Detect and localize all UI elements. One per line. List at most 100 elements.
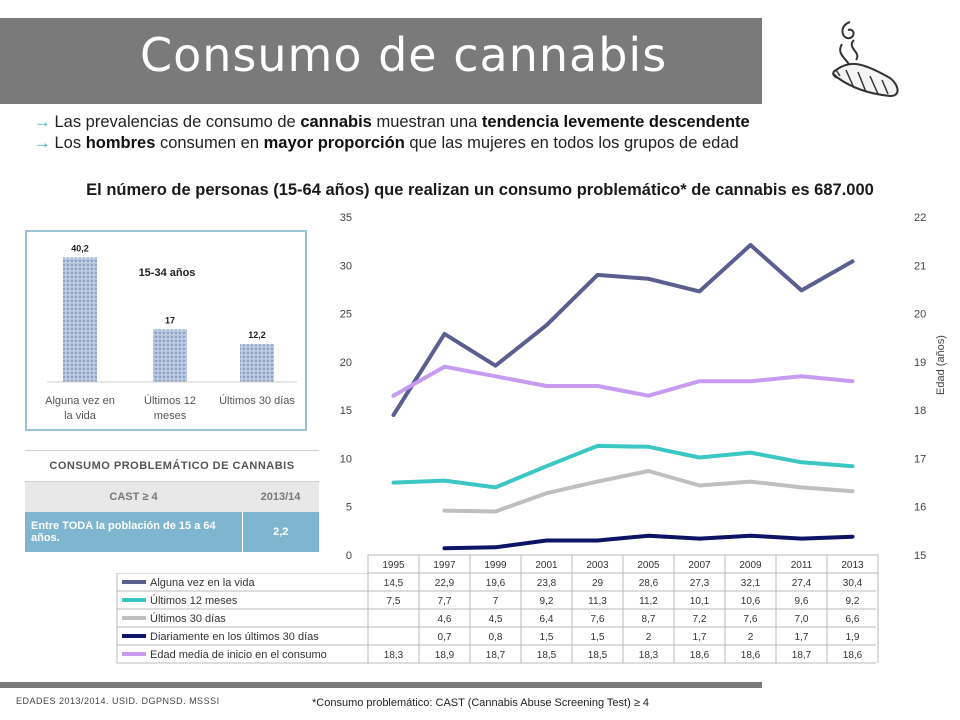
cannabis-joint-icon (832, 21, 899, 98)
y-left-tick-label: 25 (340, 309, 352, 321)
x-tick-label: 1995 (382, 560, 405, 571)
data-table-cell: 1,5 (591, 632, 605, 643)
table-header-year: 2013/14 (242, 481, 319, 512)
legend-label: Últimos 12 meses (150, 594, 238, 607)
legend-label: Diariamente en los últimos 30 días (150, 631, 319, 643)
data-table-cell: 2 (748, 632, 754, 643)
data-table-cell: 6,6 (846, 614, 860, 625)
source-note: EDADES 2013/2014. USID. DGPNSD. MSSSI (16, 696, 220, 706)
data-table-cell: 7,2 (693, 614, 707, 625)
inset-bar-value-label: 17 (165, 315, 175, 325)
data-table-cell: 28,6 (639, 578, 659, 589)
data-table-cell: 29 (592, 578, 604, 589)
table-title: CONSUMO PROBLEMÁTICO DE CANNABIS (25, 450, 319, 482)
data-table-cell: 10,6 (741, 596, 761, 607)
data-table-cell: 7,6 (591, 614, 605, 625)
inset-category-label: meses (154, 410, 187, 422)
data-table-cell: 18,9 (435, 650, 455, 661)
data-table-cell: 18,3 (639, 650, 659, 661)
data-table-cell: 23,8 (537, 578, 557, 589)
data-table-cell: 22,9 (435, 578, 455, 589)
data-table-cell: 1,9 (846, 632, 860, 643)
y-left-tick-label: 35 (340, 212, 352, 224)
x-tick-label: 2007 (688, 560, 711, 571)
legend-label: Edad media de inicio en el consumo (150, 649, 327, 661)
inset-bar (153, 329, 187, 382)
y-right-tick-label: 19 (914, 357, 926, 369)
y-left-tick-label: 10 (340, 453, 352, 465)
data-table-cell: 19,6 (486, 578, 506, 589)
arrow-right-icon: → (34, 134, 51, 152)
series-line (391, 243, 855, 417)
table-row-label: Entre TODA la población de 15 a 64 años. (25, 512, 243, 552)
footer-bar (0, 682, 762, 688)
inset-bar (240, 344, 274, 382)
problematic-consumption-table: CONSUMO PROBLEMÁTICO DE CANNABIS CAST ≥ … (25, 450, 319, 552)
series-line (442, 469, 855, 514)
data-table-cell: 27,3 (690, 578, 710, 589)
y-right-tick-label: 22 (914, 212, 926, 224)
inset-category-label: la vida (64, 410, 97, 422)
bullet-item: → Las prevalencias de consumo de cannabis… (34, 113, 750, 131)
table-header-cast: CAST ≥ 4 (25, 481, 242, 512)
y-left-tick-label: 20 (340, 357, 352, 369)
x-tick-label: 2003 (586, 560, 609, 571)
footnote: *Consumo problemático: CAST (Cannabis Ab… (312, 697, 650, 709)
y-right-tick-label: 18 (914, 405, 926, 417)
data-table-cell: 30,4 (843, 578, 863, 589)
inset-bar-value-label: 40,2 (71, 243, 89, 253)
data-table-cell: 4,5 (489, 614, 503, 625)
data-table-cell: 18,5 (588, 650, 608, 661)
data-table-cell: 18,5 (537, 650, 557, 661)
page-title: Consumo de cannabis (140, 28, 668, 82)
table-header-row: CAST ≥ 4 2013/14 (25, 481, 319, 512)
inset-category-label: Últimos 30 días (219, 394, 295, 407)
data-table-cell: 18,6 (690, 650, 710, 661)
data-table-cell: 18,7 (792, 650, 812, 661)
inset-bar-value-label: 12,2 (248, 330, 266, 340)
y-left-tick-label: 15 (340, 405, 352, 417)
bullet-list: → Las prevalencias de consumo de cannabis… (34, 112, 750, 154)
x-tick-label: 2001 (535, 560, 558, 571)
data-table-frame (116, 573, 876, 664)
y-left-tick-label: 0 (346, 550, 352, 562)
title-band (0, 18, 762, 104)
data-table-cell: 9,6 (795, 596, 809, 607)
data-table-cell: 2 (646, 632, 652, 643)
bullet-item: → Los hombres consumen en mayor proporció… (34, 134, 739, 152)
y-right-tick-label: 21 (914, 260, 926, 272)
chart-subtitle: El número de personas (15-64 años) que r… (86, 181, 874, 199)
inset-category-label: Alguna vez en (45, 395, 115, 407)
data-table-cell: 9,2 (846, 596, 860, 607)
data-table-cell: 7,0 (795, 614, 809, 625)
x-tick-label: 1999 (484, 560, 507, 571)
data-table-cell: 18,3 (384, 650, 404, 661)
data-table-cell: 1,5 (540, 632, 554, 643)
inset-category-label: Últimos 12 (144, 394, 196, 407)
inset-chart-svg: 15-34 años 40,2 17 12,2 Alguna vez en la vid… (45, 243, 297, 422)
legend-label: Últimos 30 días (150, 612, 226, 625)
data-table-cell: 8,7 (642, 614, 656, 625)
data-table-cell: 11,2 (639, 596, 658, 607)
x-tick-label: 2011 (791, 560, 813, 571)
inset-bar (63, 257, 97, 382)
data-table-cell: 7,7 (438, 596, 452, 607)
y-right-tick-label: 20 (914, 309, 926, 321)
x-tick-label: 2013 (841, 560, 864, 571)
data-table-cell: 1,7 (795, 632, 809, 643)
series-line (442, 533, 855, 551)
data-table-cell: 14,5 (384, 578, 404, 589)
data-table-cell: 6,4 (540, 614, 554, 625)
data-table-cell: 10,1 (690, 596, 710, 607)
x-tick-label: 1997 (433, 560, 456, 571)
data-table-cell: 7,5 (387, 596, 401, 607)
data-table-cell: 27,4 (792, 578, 812, 589)
data-table-cell: 0,8 (489, 632, 503, 643)
y-right-tick-label: 17 (914, 453, 926, 465)
data-table-cell: 7 (493, 596, 499, 607)
data-table-cell: 18,6 (741, 650, 761, 661)
y-left-tick-label: 30 (340, 260, 352, 272)
series-line (391, 364, 855, 398)
legend-label: Alguna vez en la vida (150, 577, 255, 589)
